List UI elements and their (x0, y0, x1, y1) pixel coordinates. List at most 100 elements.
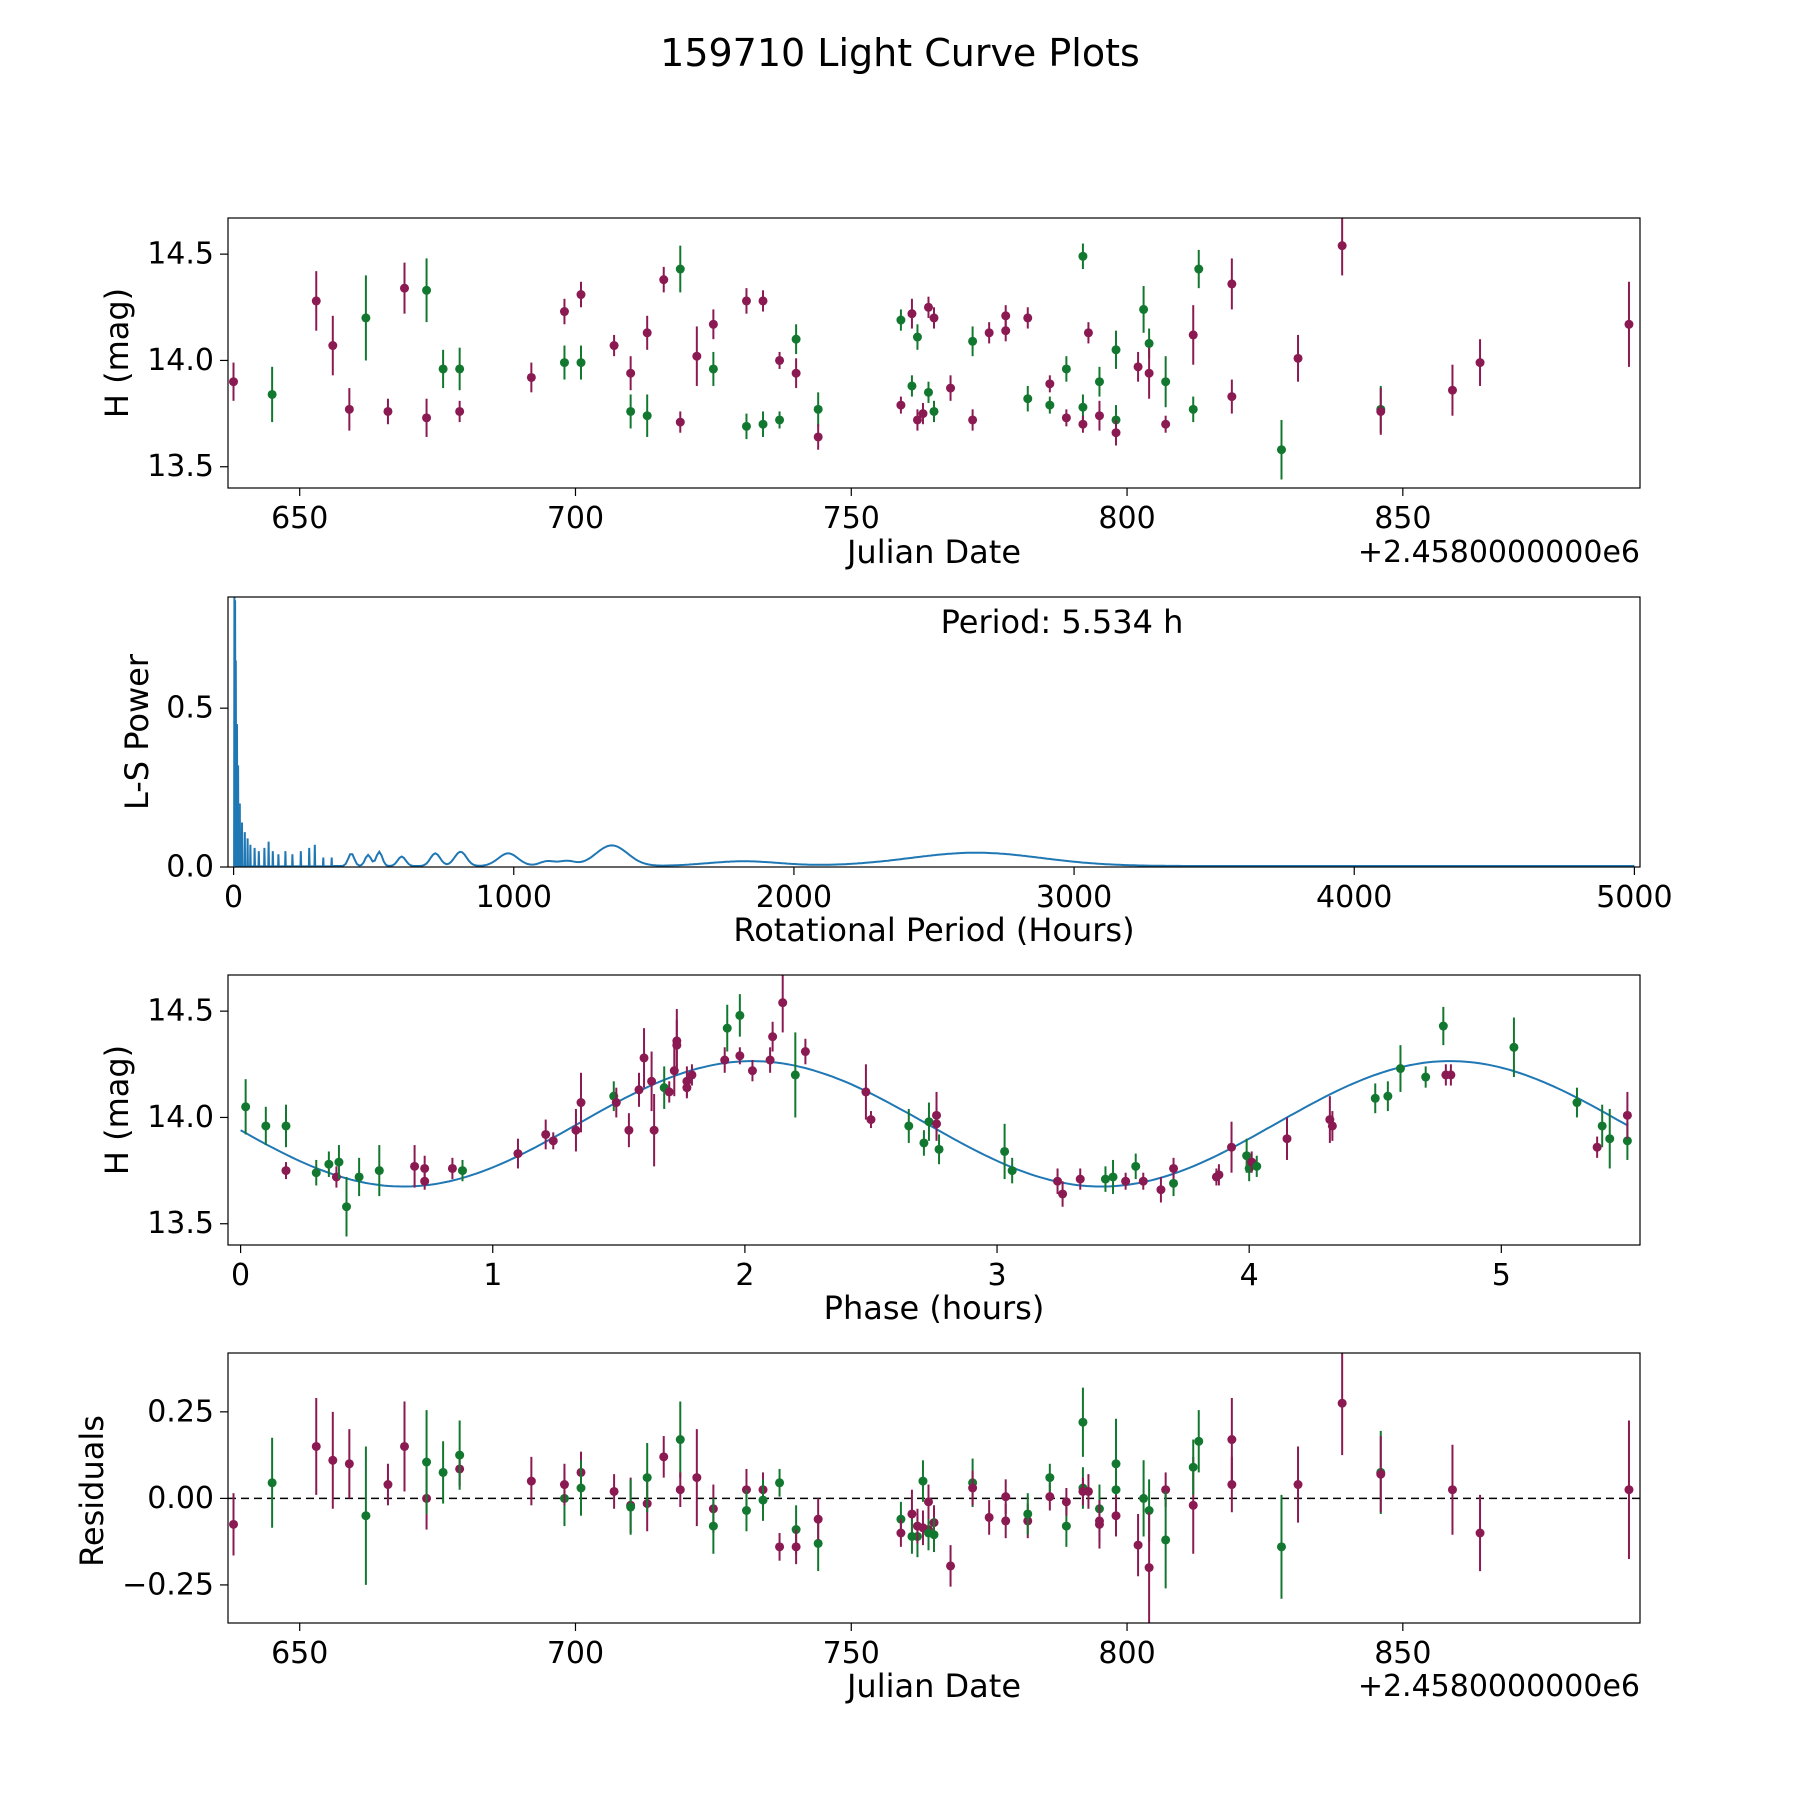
phase-curve-xtick-label: 4 (1240, 1258, 1259, 1293)
phase-curve-ytick-label: 14.0 (147, 1100, 214, 1135)
phase-curve-point (1214, 1170, 1224, 1180)
residuals-point (311, 1441, 321, 1451)
light-curve-point (1061, 364, 1071, 374)
light-curve-point (692, 351, 702, 361)
phase-curve-point (447, 1163, 457, 1173)
residuals-point (675, 1435, 685, 1445)
phase-curve-xtick-label: 5 (1492, 1258, 1511, 1293)
residuals-xtick-label: 750 (823, 1636, 880, 1671)
residuals-point (1337, 1398, 1347, 1408)
light-curve-point (361, 313, 371, 323)
light-curve-point (791, 334, 801, 344)
residuals-points (229, 1353, 1634, 1623)
residuals-point (1045, 1473, 1055, 1483)
residuals-xtick-label: 700 (547, 1636, 604, 1671)
phase-curve-point (1572, 1098, 1582, 1108)
residuals-point (946, 1561, 956, 1571)
residuals-point (741, 1506, 751, 1515)
phase-curve-point (664, 1087, 674, 1097)
figure-title: 159710 Light Curve Plots (660, 31, 1140, 75)
residuals-point (1078, 1417, 1088, 1427)
residuals-point (1023, 1509, 1033, 1519)
phase-curve-point (576, 1098, 586, 1108)
light-curve-point (741, 296, 751, 306)
residuals-point (400, 1441, 409, 1451)
light-curve-point (968, 336, 978, 346)
phase-curve-point (634, 1085, 644, 1095)
phase-curve-point (904, 1121, 914, 1131)
residuals-frame (227, 1352, 1641, 1624)
residuals-xlabel: Julian Date (845, 1667, 1021, 1705)
light-curve-point (1078, 251, 1088, 261)
residuals-point (1188, 1462, 1198, 1472)
light-curve-point (1078, 419, 1088, 429)
residuals-point (455, 1450, 465, 1460)
light-curve-point (1188, 404, 1198, 414)
light-curve-offset-text: +2.4580000000e6 (1358, 535, 1640, 570)
light-curve-point (675, 264, 685, 274)
phase-curve-point (720, 1055, 730, 1065)
phase-curve-point (924, 1117, 934, 1127)
residuals-offset-text: +2.4580000000e6 (1358, 1669, 1640, 1704)
residuals-point (813, 1514, 823, 1524)
periodogram-ticks: 0 1000 2000 3000 4000 5000 0.0 0.5 (166, 691, 1672, 915)
light-curve-marks (229, 218, 1634, 480)
phase-curve-point (1597, 1121, 1607, 1131)
light-curve-point (791, 368, 801, 378)
residuals-point (422, 1457, 432, 1467)
light-curve-point (400, 283, 409, 293)
light-curve-point (642, 328, 652, 338)
light-curve-point (526, 372, 536, 382)
phase-curve-point (354, 1172, 364, 1182)
light-curve-point (1337, 241, 1347, 251)
light-curve-point (1001, 326, 1011, 336)
light-curve-point (311, 296, 321, 306)
light-curve-point (1447, 385, 1457, 395)
phase-curve-point (932, 1119, 942, 1129)
residuals-point (918, 1476, 928, 1486)
phase-curve-ticks: 0 1 2 3 4 5 13.5 14.0 14.5 (147, 994, 1511, 1293)
residuals-point (361, 1511, 371, 1521)
phase-curve-point (1622, 1110, 1632, 1120)
residuals-point (1475, 1528, 1485, 1538)
light-curve-point (422, 413, 432, 423)
light-curve-xtick-label: 750 (823, 501, 880, 536)
phase-curve-points (241, 975, 1632, 1237)
light-curve-point (1023, 394, 1033, 404)
phase-curve-point (457, 1166, 467, 1176)
residuals-point (929, 1530, 939, 1540)
light-curve-point (659, 275, 669, 285)
periodogram-curve-group (233, 597, 1635, 867)
light-curve-point (1061, 413, 1071, 423)
phase-curve-point (647, 1076, 657, 1086)
phase-curve-point (861, 1087, 871, 1097)
periodogram-ylabel: L-S Power (118, 653, 156, 810)
phase-curve-point (1282, 1134, 1292, 1144)
residuals-point (1447, 1485, 1457, 1495)
light-curve-point (1078, 402, 1088, 412)
residuals-point (1161, 1485, 1171, 1495)
light-curve-point (642, 411, 652, 421)
phase-curve-point (1252, 1161, 1262, 1171)
light-curve-point (1188, 330, 1198, 340)
light-curve-point (675, 417, 685, 427)
light-curve-point (912, 332, 922, 342)
periodogram-xtick-label: 2000 (756, 880, 832, 915)
light-curve-point (1094, 411, 1104, 421)
residuals-point (1001, 1492, 1011, 1502)
light-curve-point (813, 404, 823, 414)
residuals-point (1227, 1435, 1237, 1445)
phase-curve-point (735, 1010, 745, 1020)
residuals-point (708, 1521, 718, 1531)
residuals-point (267, 1478, 277, 1488)
phase-curve-point (639, 1053, 649, 1063)
light-curve-point (923, 302, 933, 312)
phase-curve-point (541, 1129, 551, 1139)
residuals-point (896, 1528, 906, 1538)
light-curve-point (626, 368, 636, 378)
residuals-point (1276, 1542, 1286, 1552)
phase-curve-point (1138, 1176, 1148, 1186)
